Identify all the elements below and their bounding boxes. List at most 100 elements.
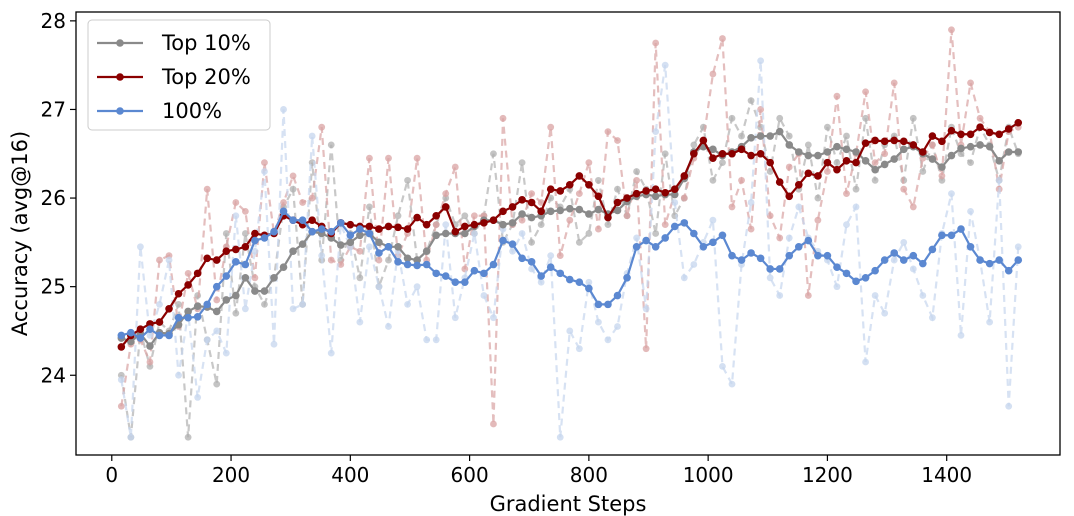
raw-data-point xyxy=(881,309,889,317)
data-point xyxy=(212,256,221,264)
data-point xyxy=(928,245,937,254)
raw-data-point xyxy=(652,128,660,136)
data-point xyxy=(909,251,918,260)
raw-data-point xyxy=(614,137,621,144)
data-point xyxy=(461,222,469,231)
raw-data-point xyxy=(862,358,869,366)
raw-series-line xyxy=(120,60,1020,438)
raw-data-point xyxy=(241,230,249,237)
data-point xyxy=(871,266,879,275)
raw-data-point xyxy=(633,176,640,184)
data-point xyxy=(384,242,393,251)
raw-data-point xyxy=(881,150,889,158)
x-tick-label: 1400 xyxy=(921,463,972,487)
data-point xyxy=(919,259,927,268)
raw-data-point xyxy=(785,163,793,171)
raw-data-point xyxy=(537,199,545,206)
x-tick-label: 400 xyxy=(331,463,369,487)
x-tick-label: 600 xyxy=(451,463,489,487)
raw-data-point xyxy=(203,185,211,193)
legend-label: Top 20% xyxy=(161,65,251,89)
data-point xyxy=(508,240,517,248)
data-point xyxy=(413,256,421,264)
data-point xyxy=(709,238,717,247)
data-point xyxy=(861,139,870,147)
raw-data-point xyxy=(967,159,974,167)
data-point xyxy=(651,185,660,193)
raw-data-point xyxy=(852,203,860,211)
raw-data-point xyxy=(451,163,459,171)
raw-data-point xyxy=(709,70,717,78)
data-point xyxy=(1014,256,1023,264)
raw-data-point xyxy=(537,278,545,286)
raw-data-point xyxy=(222,349,230,357)
raw-data-point xyxy=(566,327,574,335)
raw-data-point xyxy=(404,300,411,308)
raw-data-point xyxy=(461,212,469,220)
data-point xyxy=(957,130,965,139)
data-point xyxy=(699,242,708,251)
data-point xyxy=(785,251,794,260)
data-point xyxy=(470,266,479,275)
data-point xyxy=(985,128,994,137)
data-point xyxy=(871,136,879,145)
raw-data-point xyxy=(194,394,202,401)
data-point xyxy=(184,307,192,316)
data-point xyxy=(1004,125,1013,133)
data-point xyxy=(938,163,946,171)
data-point xyxy=(785,192,794,201)
raw-data-point xyxy=(442,221,450,229)
data-point xyxy=(794,242,803,251)
raw-data-point xyxy=(366,243,373,251)
data-point xyxy=(375,249,383,257)
data-point xyxy=(565,275,574,284)
data-point xyxy=(327,227,336,236)
data-point xyxy=(394,223,402,232)
raw-data-point xyxy=(995,176,1003,184)
y-tick-label: 28 xyxy=(41,9,66,33)
data-point xyxy=(928,132,937,140)
data-point xyxy=(117,343,126,351)
data-point xyxy=(432,269,441,278)
x-tick-label: 1000 xyxy=(683,463,734,487)
raw-data-point xyxy=(337,261,345,268)
data-point xyxy=(251,287,259,295)
data-point xyxy=(594,205,603,214)
data-point xyxy=(814,251,822,260)
raw-data-point xyxy=(375,256,383,264)
data-point xyxy=(451,227,460,236)
data-point xyxy=(642,187,650,195)
data-point xyxy=(785,141,794,149)
data-point xyxy=(814,151,822,160)
raw-data-point xyxy=(356,274,364,282)
data-point xyxy=(356,231,364,240)
raw-data-point xyxy=(833,92,841,100)
raw-data-point xyxy=(938,172,946,180)
data-point xyxy=(947,126,956,135)
data-point xyxy=(279,207,288,216)
data-point xyxy=(899,145,908,154)
data-point xyxy=(346,220,355,229)
data-point xyxy=(394,258,402,266)
data-point xyxy=(890,155,899,163)
data-point xyxy=(613,291,622,300)
raw-data-point xyxy=(528,265,536,273)
raw-data-point xyxy=(432,221,440,229)
raw-data-point xyxy=(299,300,307,308)
data-point xyxy=(127,328,135,337)
data-point xyxy=(613,206,622,215)
data-point xyxy=(699,136,708,145)
raw-data-point xyxy=(890,79,898,87)
raw-data-point xyxy=(852,185,860,193)
raw-data-point xyxy=(490,314,497,322)
data-point xyxy=(203,300,211,309)
raw-data-point xyxy=(614,185,621,193)
raw-data-point xyxy=(585,230,593,237)
data-point xyxy=(489,260,498,269)
data-point xyxy=(909,141,918,149)
data-point xyxy=(661,234,670,242)
data-point xyxy=(422,220,431,229)
data-point xyxy=(222,296,231,304)
raw-data-point xyxy=(909,203,917,211)
raw-data-point xyxy=(900,185,908,193)
